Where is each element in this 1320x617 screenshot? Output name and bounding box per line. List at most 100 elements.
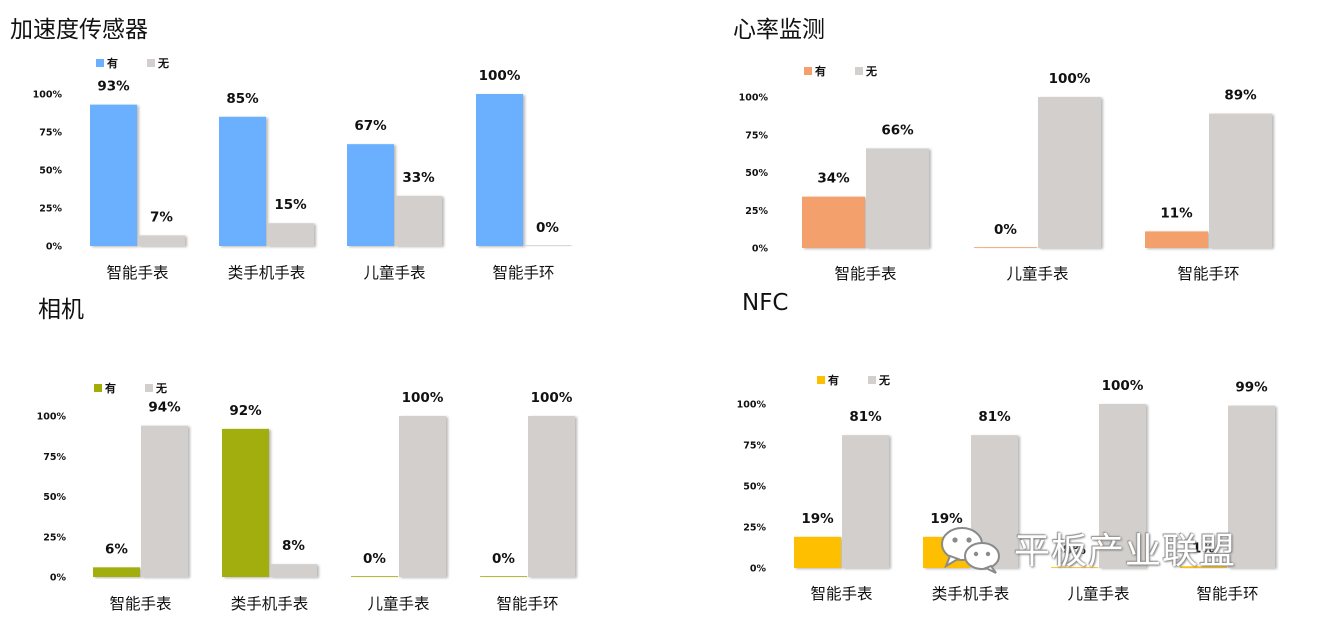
y-tick-label: 100%: [37, 412, 67, 423]
data-label-no: 100%: [1049, 71, 1091, 87]
legend-label-yes: 有: [107, 56, 118, 70]
y-tick-label: 50%: [39, 166, 62, 177]
data-label-yes: 6%: [105, 541, 128, 557]
chart-title-accel: 加速度传感器: [10, 17, 148, 43]
bar-no: [866, 148, 929, 248]
data-label-no: 15%: [274, 197, 307, 213]
watermark-text: 平板产业联盟: [1014, 531, 1237, 572]
bar-yes: [794, 536, 841, 568]
bar-yes: [90, 104, 137, 246]
category-label: 智能手表: [106, 264, 168, 282]
y-tick-label: 0%: [752, 244, 769, 255]
category-label: 智能手表: [810, 585, 872, 603]
bar-yes: [347, 144, 394, 246]
bar-no: [1209, 113, 1272, 248]
y-tick-label: 50%: [43, 492, 66, 503]
bar-yes: [1145, 231, 1208, 248]
y-tick-label: 100%: [739, 93, 769, 104]
chart-title-camera: 相机: [38, 297, 84, 323]
bar-yes: [476, 94, 523, 246]
bar-no: [395, 195, 442, 246]
y-tick-label: 0%: [750, 564, 767, 575]
data-label-no: 81%: [978, 409, 1011, 425]
data-label-yes: 34%: [817, 171, 850, 187]
category-label: 类手机手表: [228, 264, 306, 282]
category-label: 智能手环: [492, 264, 554, 282]
bar-no: [399, 416, 446, 577]
category-label: 智能手环: [496, 595, 558, 613]
legend-swatch-yes: [817, 376, 825, 384]
category-label: 智能手表: [109, 595, 171, 613]
data-label-yes: 0%: [994, 222, 1017, 238]
chart-title-nfc: NFC: [742, 290, 789, 316]
bar-yes: [480, 576, 527, 577]
category-label: 儿童手表: [367, 594, 429, 613]
data-label-no: 100%: [531, 390, 573, 406]
category-label: 类手机手表: [231, 595, 309, 613]
bar-no: [528, 416, 575, 577]
data-label-yes: 100%: [479, 68, 521, 84]
category-label: 儿童手表: [363, 263, 425, 282]
bar-no: [842, 435, 889, 568]
wechat-icon: [941, 527, 1000, 574]
chart-title-heart: 心率监测: [733, 17, 825, 43]
bar-no: [141, 425, 188, 577]
bar-yes: [974, 247, 1037, 248]
category-label: 类手机手表: [932, 585, 1010, 603]
legend-swatch-no: [147, 59, 155, 67]
category-label: 儿童手表: [1006, 264, 1068, 283]
data-label-yes: 85%: [226, 91, 259, 107]
y-tick-label: 25%: [39, 204, 62, 215]
data-label-yes: 1%: [1192, 540, 1215, 556]
data-label-no: 7%: [150, 209, 173, 225]
category-label: 儿童手表: [1067, 584, 1129, 603]
bar-no: [138, 235, 185, 246]
bar-yes: [1180, 566, 1227, 568]
bar-yes: [802, 196, 865, 248]
bar-no: [267, 223, 314, 246]
legend-swatch-yes: [94, 384, 102, 392]
y-tick-label: 50%: [745, 168, 768, 179]
data-label-yes: 11%: [1160, 205, 1193, 221]
data-label-yes: 19%: [930, 511, 963, 527]
watermark: 平板产业联盟: [936, 520, 1281, 576]
data-label-yes: 92%: [229, 403, 262, 419]
data-label-no: 100%: [1102, 378, 1144, 394]
data-label-yes: 0%: [1063, 542, 1086, 558]
y-tick-label: 50%: [743, 482, 766, 493]
bar-yes: [1051, 567, 1098, 568]
bar-no: [524, 245, 571, 246]
y-tick-label: 0%: [50, 573, 67, 584]
bar-yes: [93, 567, 140, 577]
data-label-no: 99%: [1235, 380, 1268, 396]
y-tick-label: 75%: [43, 452, 66, 463]
legend-label-no: 无: [155, 382, 167, 395]
bar-no: [270, 564, 317, 577]
legend-label-no: 无: [878, 374, 890, 387]
data-label-yes: 67%: [354, 118, 387, 134]
bar-yes: [222, 428, 269, 577]
bar-no: [1228, 405, 1275, 568]
data-label-no: 94%: [148, 400, 181, 416]
legend-label-yes: 有: [828, 373, 839, 387]
data-label-no: 89%: [1224, 88, 1257, 104]
data-label-yes: 19%: [801, 511, 834, 527]
category-label: 智能手表: [834, 265, 896, 283]
y-tick-label: 100%: [33, 90, 63, 101]
category-label: 智能手环: [1196, 585, 1258, 603]
data-label-yes: 0%: [492, 551, 515, 567]
data-label-no: 8%: [282, 538, 305, 554]
legend-swatch-no: [145, 384, 153, 392]
legend-swatch-yes: [96, 59, 104, 67]
y-tick-label: 75%: [743, 441, 766, 452]
y-tick-label: 25%: [745, 206, 768, 217]
data-label-no: 33%: [402, 170, 435, 186]
bar-yes: [351, 576, 398, 577]
data-label-yes: 93%: [97, 79, 130, 95]
legend-swatch-no: [855, 67, 863, 75]
data-label-no: 0%: [536, 220, 559, 236]
